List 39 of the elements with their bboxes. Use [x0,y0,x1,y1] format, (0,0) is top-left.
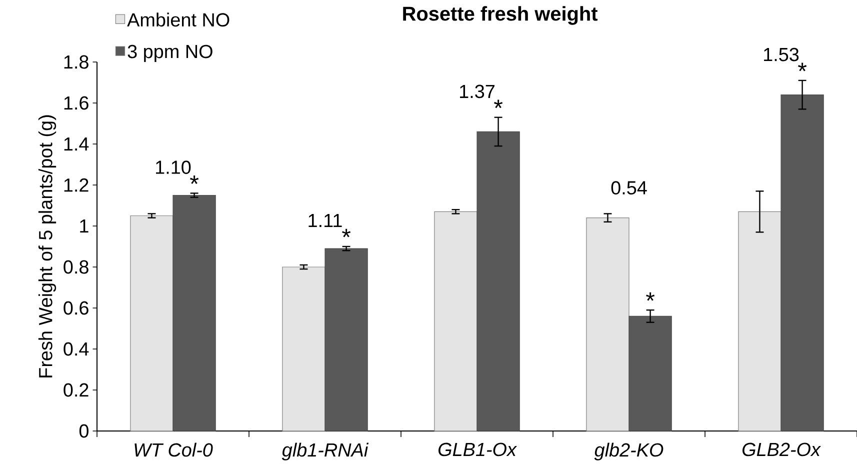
data-label: * [342,228,351,238]
y-tick-label: 0.6 [64,301,88,315]
y-axis-title: Fresh Weight of 5 plants/pot (g) [38,115,56,378]
bar [738,211,782,432]
y-tick-label: 1.6 [64,96,88,110]
data-label: * [494,100,503,108]
annotation: 1.10 [156,160,191,174]
data-label: * [646,292,655,301]
y-tick-label: 1 [80,219,88,233]
data-label: * [798,62,807,72]
text: 1.53 [764,48,799,62]
y-tick-label: 0.8 [64,260,88,274]
y-tick-label: 0.2 [64,383,88,397]
x-tick-label: GLB1-Ox [438,442,518,456]
annotation: 0.54 [611,181,647,194]
data-label: * [190,176,199,184]
y-tick-label: 1.2 [64,178,88,192]
annotation: 1.11 [308,214,342,228]
x-tick-label: glb2-KO [594,442,664,460]
bar [130,215,174,432]
bar [282,266,326,432]
legend-label: Ambient NO [127,12,230,27]
y-tick-label: 1.8 [64,55,88,69]
legend-label: 3 ppm NO [128,44,212,62]
bar [586,217,630,432]
y-tick-label: 0 [79,424,88,438]
bar [628,316,672,432]
annotation: 1.37 [460,84,494,98]
bar [324,248,368,432]
bar [780,94,824,432]
y-tick-label: 1.4 [64,137,89,151]
bar [172,194,216,432]
y-tick-label: 0.4 [64,342,89,356]
x-tick-label: WT Col-0 [134,442,213,457]
bar [476,131,520,432]
x-tick-label: GLB2-Ox [742,442,822,456]
chart-title: Rosette fresh weight [403,6,598,25]
bar [434,211,478,432]
x-tick-label: glb1-RNAi [282,442,369,460]
